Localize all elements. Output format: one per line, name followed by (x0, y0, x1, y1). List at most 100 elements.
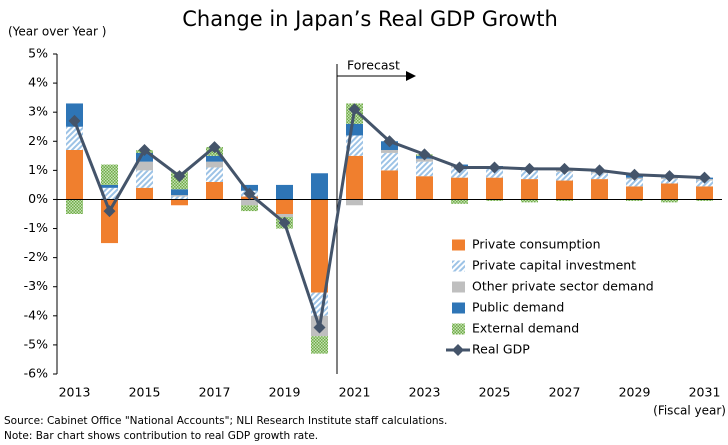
x-tick-label: 2031 (689, 385, 721, 400)
y-tick-label: 1% (28, 162, 48, 177)
bar-segment (626, 186, 643, 200)
bar-segment (66, 150, 83, 200)
line-marker (173, 170, 186, 183)
legend-label: Real GDP (472, 342, 530, 357)
source: Source: Cabinet Office "National Account… (4, 415, 447, 427)
annotation: Forecast (347, 58, 400, 73)
line-marker (453, 161, 466, 174)
bar-segment (556, 180, 573, 200)
bar-segment (591, 179, 608, 200)
x-axis-label: (Fiscal year) (653, 404, 726, 418)
bar-segment (206, 182, 223, 200)
bar-segment (696, 186, 713, 200)
line-marker (208, 141, 221, 154)
legend-label: Other private sector demand (472, 279, 654, 294)
legend-swatch (452, 260, 465, 272)
bar-segment (171, 195, 188, 197)
bar-segment (136, 170, 153, 188)
bar-segment (381, 170, 398, 200)
bar-segment (626, 199, 643, 201)
bar-segment (276, 199, 293, 214)
y-tick-label: 2% (28, 133, 48, 148)
bar-segment (136, 161, 153, 171)
x-tick-label: 2027 (549, 385, 581, 400)
line-marker (313, 321, 326, 334)
bar-segment (311, 336, 328, 354)
bar-segment (521, 179, 538, 200)
line-marker (698, 171, 711, 184)
line-marker (68, 114, 81, 127)
bar-segment (171, 199, 188, 206)
bar-segment (241, 199, 258, 206)
legend-marker (452, 344, 464, 356)
line-marker (278, 216, 291, 229)
forecast-arrowhead (406, 71, 416, 81)
y-tick-label: -1% (24, 220, 48, 235)
x-tick-label: 2017 (199, 385, 231, 400)
x-tick-label: 2021 (339, 385, 371, 400)
y-tick-label: 5% (28, 46, 48, 61)
line-marker (103, 205, 116, 218)
x-tick-label: 2023 (409, 385, 441, 400)
line-marker (383, 135, 396, 148)
bar-segment (101, 184, 118, 188)
bar-segment (276, 184, 293, 200)
bar-segment (241, 205, 258, 212)
bar-segment (556, 199, 573, 201)
y-tick-label: -3% (24, 278, 48, 293)
bar-segment (206, 155, 223, 162)
bar-segment (101, 187, 118, 200)
bar-segment (416, 176, 433, 200)
bar-segment (661, 199, 678, 203)
bar-segment (136, 187, 153, 200)
line-marker (348, 103, 361, 116)
legend-label: External demand (472, 321, 579, 336)
line-marker (628, 168, 641, 181)
line-marker (243, 187, 256, 200)
bar-segment (311, 199, 328, 293)
bar-segment (171, 196, 188, 200)
line-marker (663, 170, 676, 183)
chart-title: Change in Japan’s Real GDP Growth (182, 7, 558, 31)
bar-segment (696, 199, 713, 201)
bar-segment (276, 214, 293, 217)
x-tick-label: 2029 (619, 385, 651, 400)
legend-swatch (452, 239, 465, 251)
bar-segment (521, 199, 538, 203)
bar-segment (311, 173, 328, 200)
y-tick-label: -6% (24, 366, 48, 381)
bar-segment (346, 155, 363, 200)
y-tick-label: -5% (24, 336, 48, 351)
legend-swatch (452, 323, 465, 335)
bar-segment (206, 167, 223, 182)
bar-segment (206, 161, 223, 168)
y-tick-label: -2% (24, 249, 48, 264)
bar-segment (136, 152, 153, 162)
bar-segment (381, 150, 398, 153)
x-tick-label: 2013 (59, 385, 91, 400)
line-marker (418, 148, 431, 161)
y-tick-label: 0% (28, 191, 48, 206)
bar-segment (346, 123, 363, 136)
x-tick-label: 2015 (129, 385, 161, 400)
bar-segment (171, 189, 188, 196)
bar-segment (451, 199, 468, 204)
bar-segment (451, 177, 468, 200)
line-marker (488, 161, 501, 174)
line-marker (593, 164, 606, 177)
y-tick-label: 4% (28, 75, 48, 90)
bar-segment (661, 183, 678, 200)
line-marker (138, 144, 151, 156)
y-tick-label: -4% (24, 307, 48, 322)
x-tick-label: 2019 (269, 385, 301, 400)
line-marker (523, 162, 536, 175)
x-tick-label: 2025 (479, 385, 511, 400)
line-marker (558, 162, 571, 175)
bar-segment (626, 179, 643, 187)
bar-segment (346, 199, 363, 206)
bar-segment (101, 164, 118, 185)
legend-swatch (452, 302, 465, 314)
legend-label: Private capital investment (472, 258, 636, 273)
y-tick-label: 3% (28, 104, 48, 119)
